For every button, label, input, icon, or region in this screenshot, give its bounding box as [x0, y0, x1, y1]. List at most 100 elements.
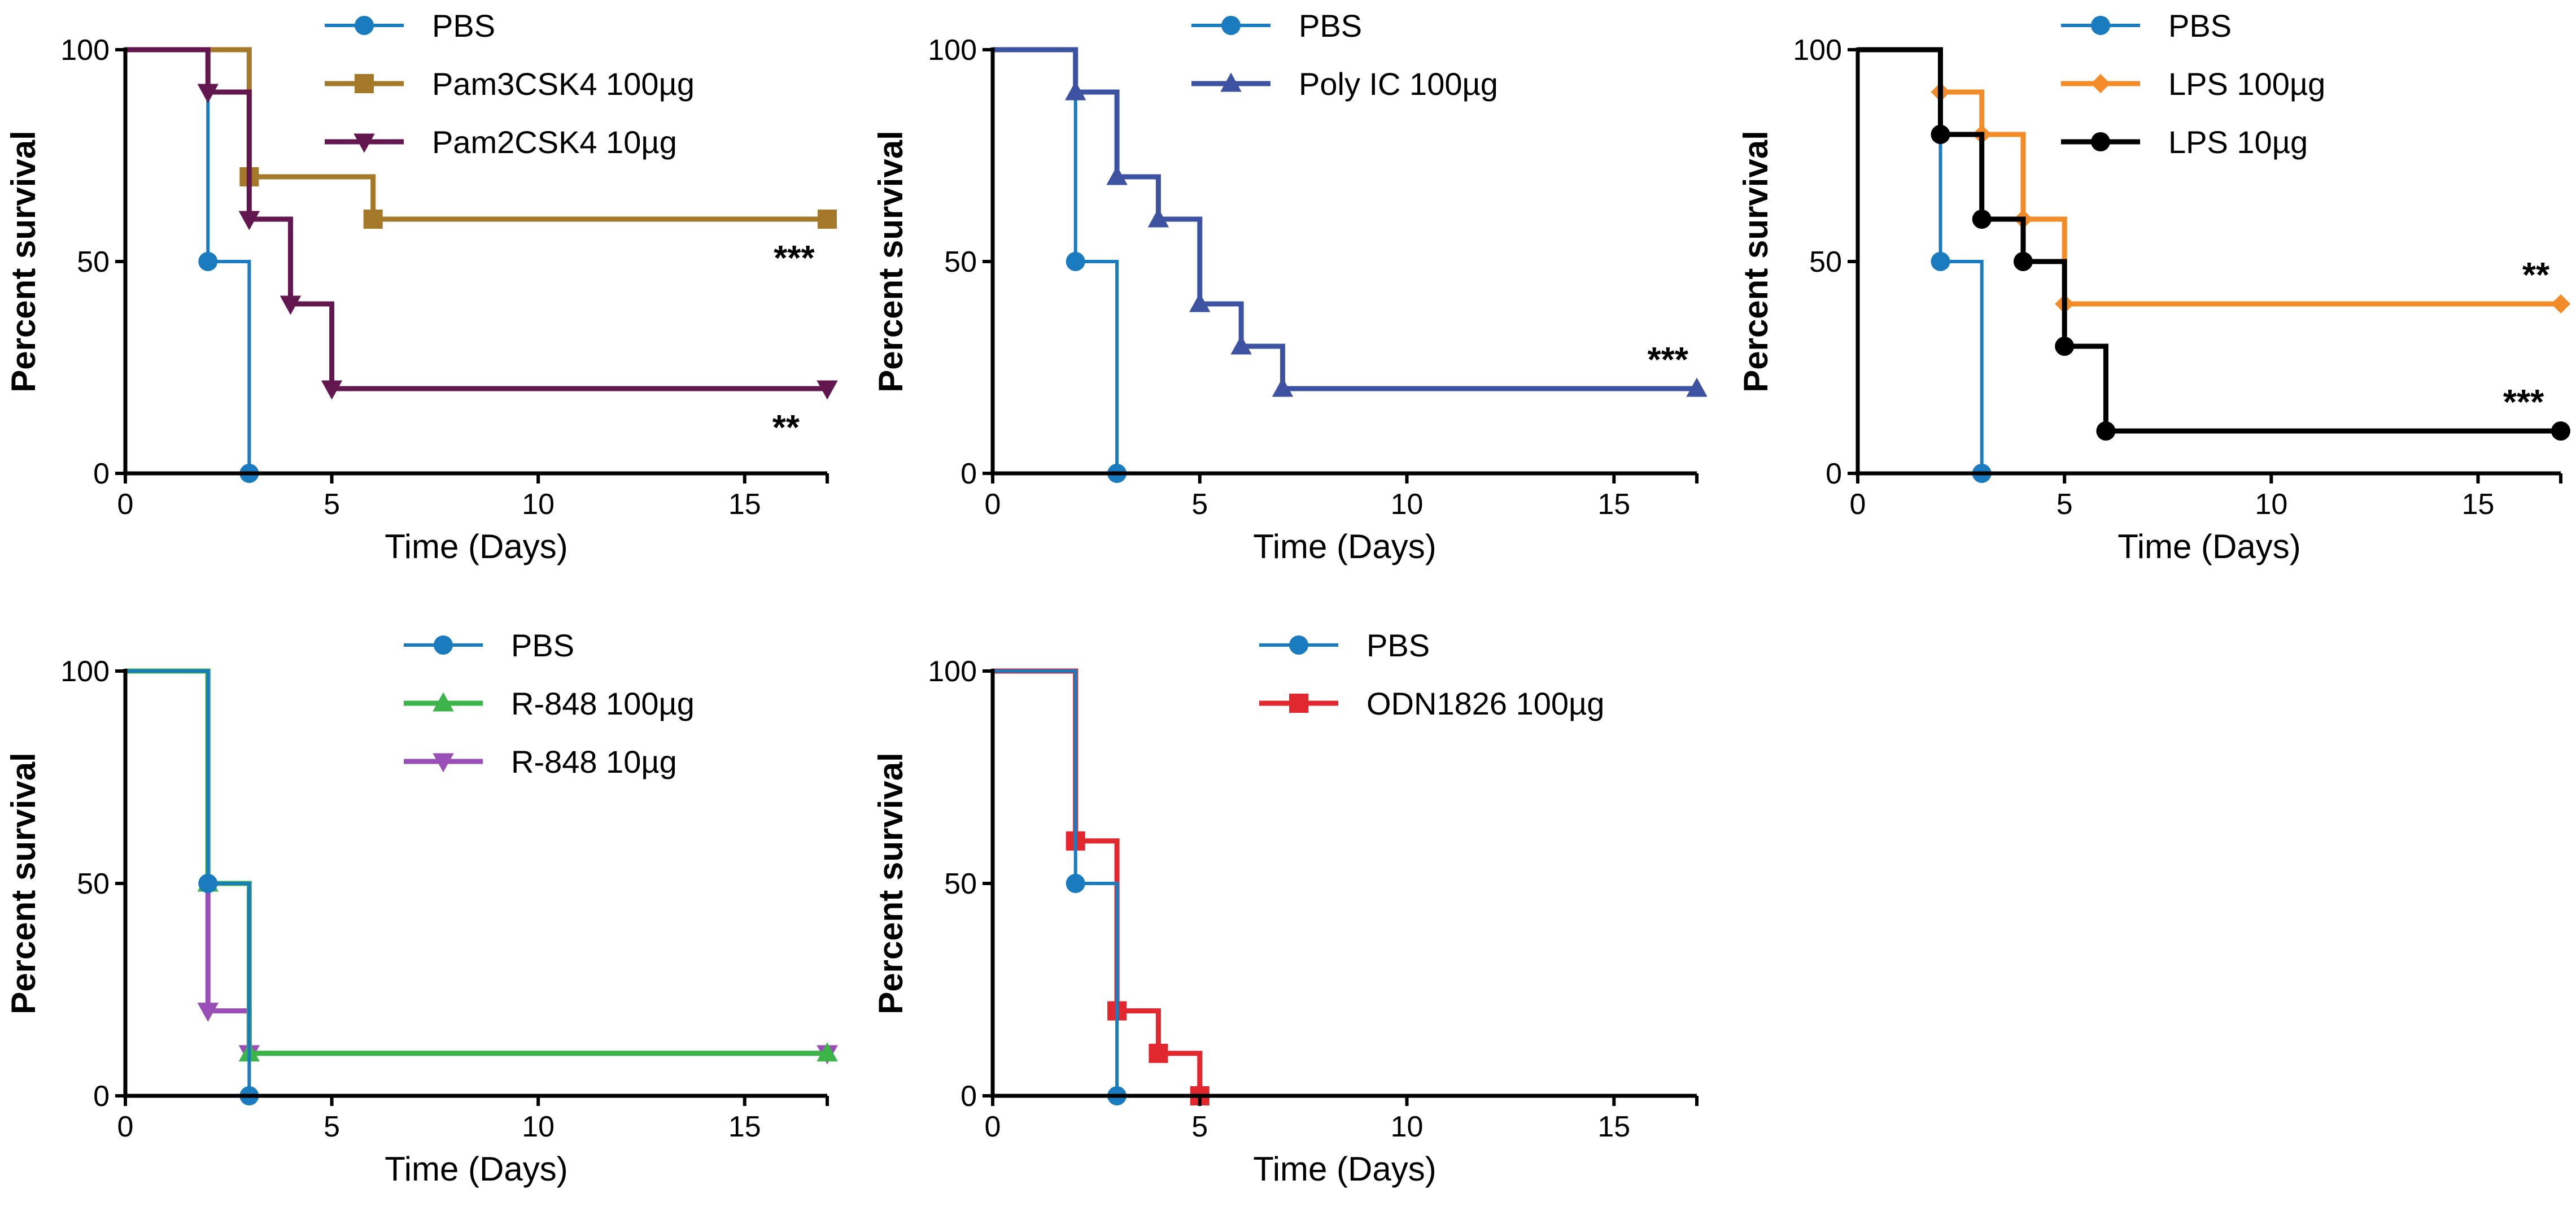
legend-label: R-848 100µg: [511, 686, 695, 721]
data-point: [1066, 874, 1085, 893]
data-point: [818, 210, 837, 229]
survival-curve: [1858, 48, 1984, 473]
x-tick-label: 10: [522, 1111, 555, 1143]
survival-curve: [125, 668, 827, 1056]
legend-marker: [2091, 16, 2110, 35]
data-point: [1272, 377, 1294, 397]
y-tick-label: 100: [60, 34, 110, 67]
data-point: [2055, 337, 2075, 356]
y-tick-label: 0: [93, 458, 110, 490]
survival-curve: [125, 47, 827, 222]
legend-label: R-848 10µg: [511, 744, 677, 779]
legend-marker: [1289, 694, 1308, 713]
legend: PBS ODN1826 100µg: [1259, 628, 1604, 721]
legend-marker: [2091, 132, 2110, 151]
survival-curve: [125, 47, 827, 391]
x-tick-label: 5: [324, 1111, 340, 1143]
data-point: [817, 380, 838, 400]
data-point: [238, 211, 260, 230]
y-axis-title: Percent survival: [5, 130, 42, 393]
x-tick-label: 15: [728, 488, 761, 521]
legend-marker: [1221, 16, 1241, 35]
x-tick-label: 5: [1191, 1111, 1208, 1143]
y-tick-label: 0: [960, 458, 977, 490]
y-tick-label: 50: [1809, 246, 1842, 278]
significance-label: **: [772, 408, 800, 447]
legend: PBS Pam3CSK4 100µg Pam2CSK4 10µg: [325, 8, 695, 160]
significance-label: ***: [774, 239, 815, 278]
data-point: [1931, 252, 1950, 271]
data-point: [197, 1003, 219, 1022]
x-tick-label: 15: [728, 1111, 761, 1143]
survival-curve: [993, 669, 1119, 1096]
data-point: [363, 210, 383, 229]
legend-marker: [1289, 635, 1308, 655]
data-point: [198, 874, 218, 893]
x-tick-label: 0: [117, 1111, 134, 1143]
data-point: [198, 252, 218, 271]
y-tick-label: 0: [960, 1080, 977, 1113]
data-point: [1149, 1043, 1168, 1063]
data-point: [197, 84, 219, 103]
legend: PBS LPS 100µg LPS 10µg: [2061, 8, 2325, 160]
legend-label: Pam3CSK4 100µg: [432, 66, 695, 102]
data-point: [280, 295, 302, 315]
survival-panel: 0 5 10 15 0 50 100 Time (Days) Percent survival P…: [872, 628, 1699, 1188]
survival-panel: 0 5 10 15 0 50 100 Time (Days) Percent survival P…: [5, 628, 838, 1188]
legend-marker: [433, 753, 454, 773]
data-point: [2551, 294, 2570, 313]
legend-label: PBS: [511, 628, 574, 663]
legend-marker: [355, 16, 374, 35]
data-point: [2013, 252, 2033, 271]
y-tick-label: 100: [928, 655, 977, 688]
legend-label: LPS 10µg: [2168, 124, 2308, 160]
x-axis-title: Time (Days): [2117, 528, 2300, 565]
data-point: [1189, 293, 1211, 312]
y-tick-label: 50: [77, 868, 110, 900]
survival-panel: 0 5 10 15 0 50 100 Time (Days) Percent survival *…: [5, 8, 838, 565]
x-tick-label: 10: [1391, 1111, 1424, 1143]
y-tick-label: 100: [60, 655, 110, 688]
y-tick-label: 50: [77, 246, 110, 278]
legend-label: PBS: [1366, 628, 1430, 663]
legend-marker: [434, 635, 453, 655]
legend: PBS R-848 100µg R-848 10µg: [404, 628, 695, 779]
y-tick-label: 0: [93, 1080, 110, 1113]
data-point: [1065, 81, 1086, 101]
data-point: [1066, 252, 1085, 271]
x-tick-label: 10: [1391, 488, 1424, 521]
data-point: [1106, 166, 1128, 185]
x-tick-label: 5: [1191, 488, 1208, 521]
survival-curve: [993, 47, 1697, 391]
legend-marker: [433, 692, 454, 712]
legend-label: Poly IC 100µg: [1299, 66, 1498, 102]
y-tick-label: 50: [944, 246, 977, 278]
survival-curve: [1858, 47, 2561, 434]
data-point: [2096, 421, 2116, 441]
x-axis-title: Time (Days): [385, 528, 567, 565]
legend-label: PBS: [2168, 8, 2232, 43]
data-point: [1931, 125, 1950, 144]
y-tick-label: 50: [944, 868, 977, 900]
data-point: [2551, 421, 2570, 441]
y-tick-label: 100: [928, 34, 977, 67]
y-tick-label: 100: [1793, 34, 1842, 67]
x-tick-label: 0: [1850, 488, 1866, 521]
x-tick-label: 0: [985, 488, 1001, 521]
legend-label: ODN1826 100µg: [1366, 686, 1604, 721]
x-axis-title: Time (Days): [1253, 1150, 1436, 1188]
data-point: [1147, 208, 1169, 228]
x-tick-label: 10: [522, 488, 555, 521]
x-tick-label: 15: [2462, 488, 2495, 521]
x-tick-label: 5: [324, 488, 340, 521]
x-tick-label: 15: [1597, 1111, 1630, 1143]
significance-label: ***: [2503, 383, 2544, 422]
survival-curve: [125, 48, 251, 473]
survival-panel: 0 5 10 15 0 50 100 Time (Days) Percent survival *…: [1737, 8, 2570, 565]
y-axis-title: Percent survival: [872, 130, 910, 393]
survival-curve: [125, 669, 251, 1096]
legend-marker: [355, 74, 374, 93]
y-axis-title: Percent survival: [872, 752, 910, 1014]
data-point: [321, 380, 343, 400]
